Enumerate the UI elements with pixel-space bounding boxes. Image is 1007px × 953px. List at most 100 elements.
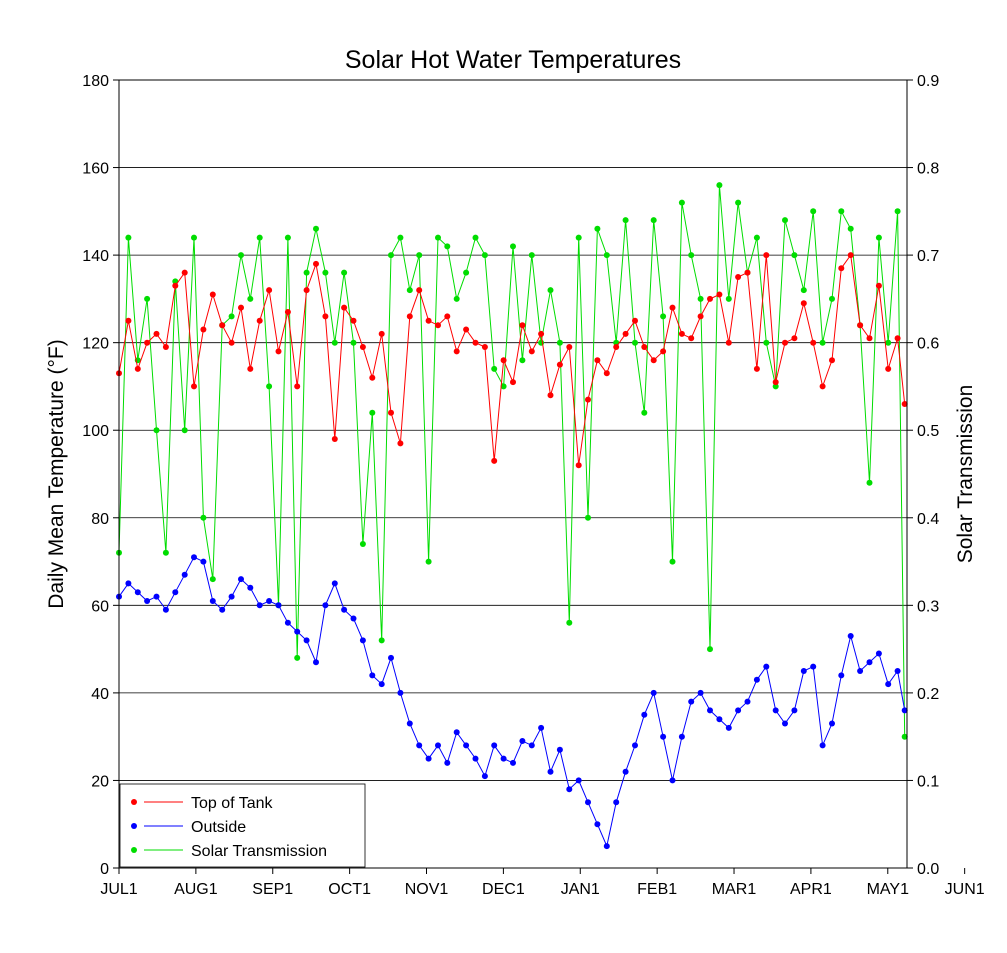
data-point — [866, 335, 873, 342]
data-point — [266, 598, 273, 604]
data-point — [247, 365, 254, 372]
data-point — [829, 295, 835, 302]
data-point — [406, 720, 413, 727]
data-point — [125, 580, 132, 587]
data-point — [885, 365, 892, 372]
data-point — [885, 681, 892, 688]
data-point — [538, 330, 545, 337]
data-point — [313, 225, 319, 232]
data-point — [256, 317, 263, 324]
legend-label: Top of Tank — [191, 795, 274, 812]
data-point — [528, 252, 535, 259]
data-point — [838, 208, 845, 215]
legend-marker — [131, 799, 137, 805]
data-point — [894, 335, 901, 342]
data-point — [716, 182, 723, 189]
data-point — [707, 646, 713, 653]
data-point — [622, 768, 629, 775]
data-point — [810, 663, 817, 670]
data-point — [603, 843, 610, 850]
data-point — [191, 383, 197, 390]
data-point — [219, 606, 226, 613]
data-point — [847, 225, 854, 232]
data-point — [284, 234, 291, 241]
data-point — [388, 409, 394, 416]
y2-axis-title: Solar Transmission — [954, 385, 977, 564]
data-point — [331, 339, 338, 346]
data-point — [901, 401, 908, 407]
data-point — [275, 348, 282, 355]
data-point — [641, 344, 648, 350]
data-point — [172, 589, 179, 596]
data-point — [322, 313, 329, 320]
y-tick-label: 100 — [82, 423, 109, 440]
y2-tick-label: 0.5 — [917, 423, 939, 440]
data-point — [378, 330, 385, 337]
grid-layer — [119, 167, 907, 781]
data-point — [453, 295, 460, 302]
data-point — [313, 260, 319, 267]
data-point — [519, 322, 526, 329]
data-point — [228, 339, 235, 346]
data-point — [641, 711, 648, 718]
data-point — [782, 720, 788, 727]
data-point — [125, 317, 132, 324]
data-point — [707, 295, 713, 302]
data-point — [435, 742, 441, 749]
data-point — [238, 304, 244, 311]
chart-title: Solar Hot Water Temperatures — [345, 46, 681, 74]
x-tick-label: JUL1 — [100, 881, 137, 898]
y-tick-label: 40 — [91, 686, 109, 703]
y-tick-label: 0 — [100, 861, 109, 878]
data-point — [500, 383, 507, 390]
data-point — [125, 234, 132, 241]
x-tick-label: APR1 — [790, 881, 832, 898]
data-point — [875, 650, 882, 657]
series-layer — [116, 182, 908, 850]
data-point — [313, 659, 319, 666]
data-point — [191, 554, 197, 561]
data-point — [416, 287, 423, 294]
data-point — [219, 322, 226, 329]
x-tick-label: JUN1 — [945, 881, 985, 898]
legend: Top of Tank Outside Solar Transmission — [119, 783, 366, 868]
data-point — [688, 335, 695, 342]
x-tick-label: AUG1 — [174, 881, 218, 898]
data-point — [181, 571, 188, 578]
data-point — [162, 606, 169, 613]
data-point — [866, 479, 873, 486]
data-point — [678, 330, 685, 337]
data-point — [763, 339, 770, 346]
data-point — [575, 777, 582, 784]
data-point — [510, 243, 516, 250]
data-point — [510, 759, 516, 766]
data-point — [491, 365, 498, 372]
data-point — [359, 344, 366, 350]
data-point — [397, 689, 404, 696]
data-point — [810, 339, 817, 346]
data-point — [650, 689, 657, 696]
data-point — [256, 602, 263, 609]
data-point — [753, 234, 760, 241]
data-point — [369, 374, 376, 381]
data-point — [435, 322, 441, 329]
y2-tick-label: 0.6 — [917, 336, 939, 353]
data-point — [350, 339, 357, 346]
data-point — [528, 348, 535, 355]
data-point — [650, 357, 657, 364]
data-point — [350, 615, 357, 622]
data-point — [256, 234, 263, 241]
data-point — [800, 668, 807, 674]
data-point — [585, 514, 591, 521]
data-point — [294, 383, 301, 390]
data-point — [331, 436, 338, 442]
data-point — [378, 681, 385, 688]
data-point — [613, 799, 620, 806]
data-point — [416, 742, 423, 749]
data-point — [857, 322, 864, 329]
data-point — [144, 295, 151, 302]
data-point — [566, 786, 573, 793]
data-point — [716, 291, 723, 298]
data-point — [847, 252, 854, 259]
